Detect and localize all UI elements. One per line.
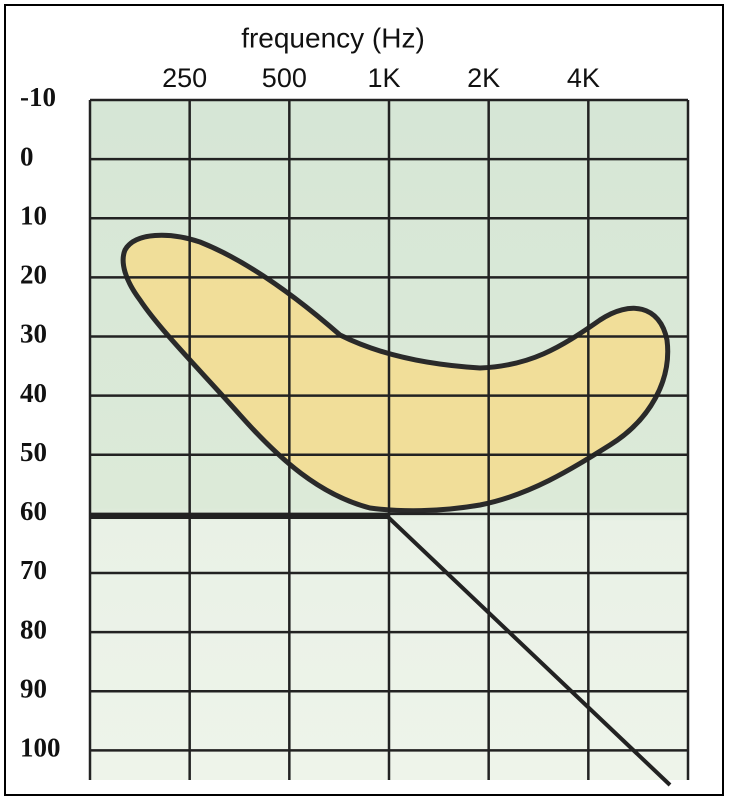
- y-tick-label: 100: [20, 733, 61, 763]
- y-tick-label: 80: [20, 614, 47, 644]
- y-tick-label: 90: [20, 674, 47, 704]
- x-tick-label: 250: [162, 63, 207, 93]
- y-tick-label: 50: [20, 437, 47, 467]
- x-tick-label: 2K: [467, 63, 500, 93]
- y-tick-label: 10: [20, 200, 47, 230]
- x-tick-label: 4K: [567, 63, 600, 93]
- y-tick-label: 60: [20, 496, 47, 526]
- y-tick-label: 40: [20, 378, 47, 408]
- chart-title: frequency (Hz): [241, 22, 425, 53]
- y-tick-label: 70: [20, 555, 47, 585]
- y-tick-label: -10: [20, 82, 56, 112]
- speech-banana: [120, 232, 671, 514]
- y-tick-label: 0: [20, 141, 34, 171]
- y-tick-label: 20: [20, 260, 47, 290]
- x-tick-label: 1K: [367, 63, 400, 93]
- axes: -10 0 10 20 30 40 50 60 70 80 90 100 250 500 1K 2K 4K: [20, 63, 688, 780]
- y-tick-label: 30: [20, 319, 47, 349]
- x-tick-label: 500: [262, 63, 307, 93]
